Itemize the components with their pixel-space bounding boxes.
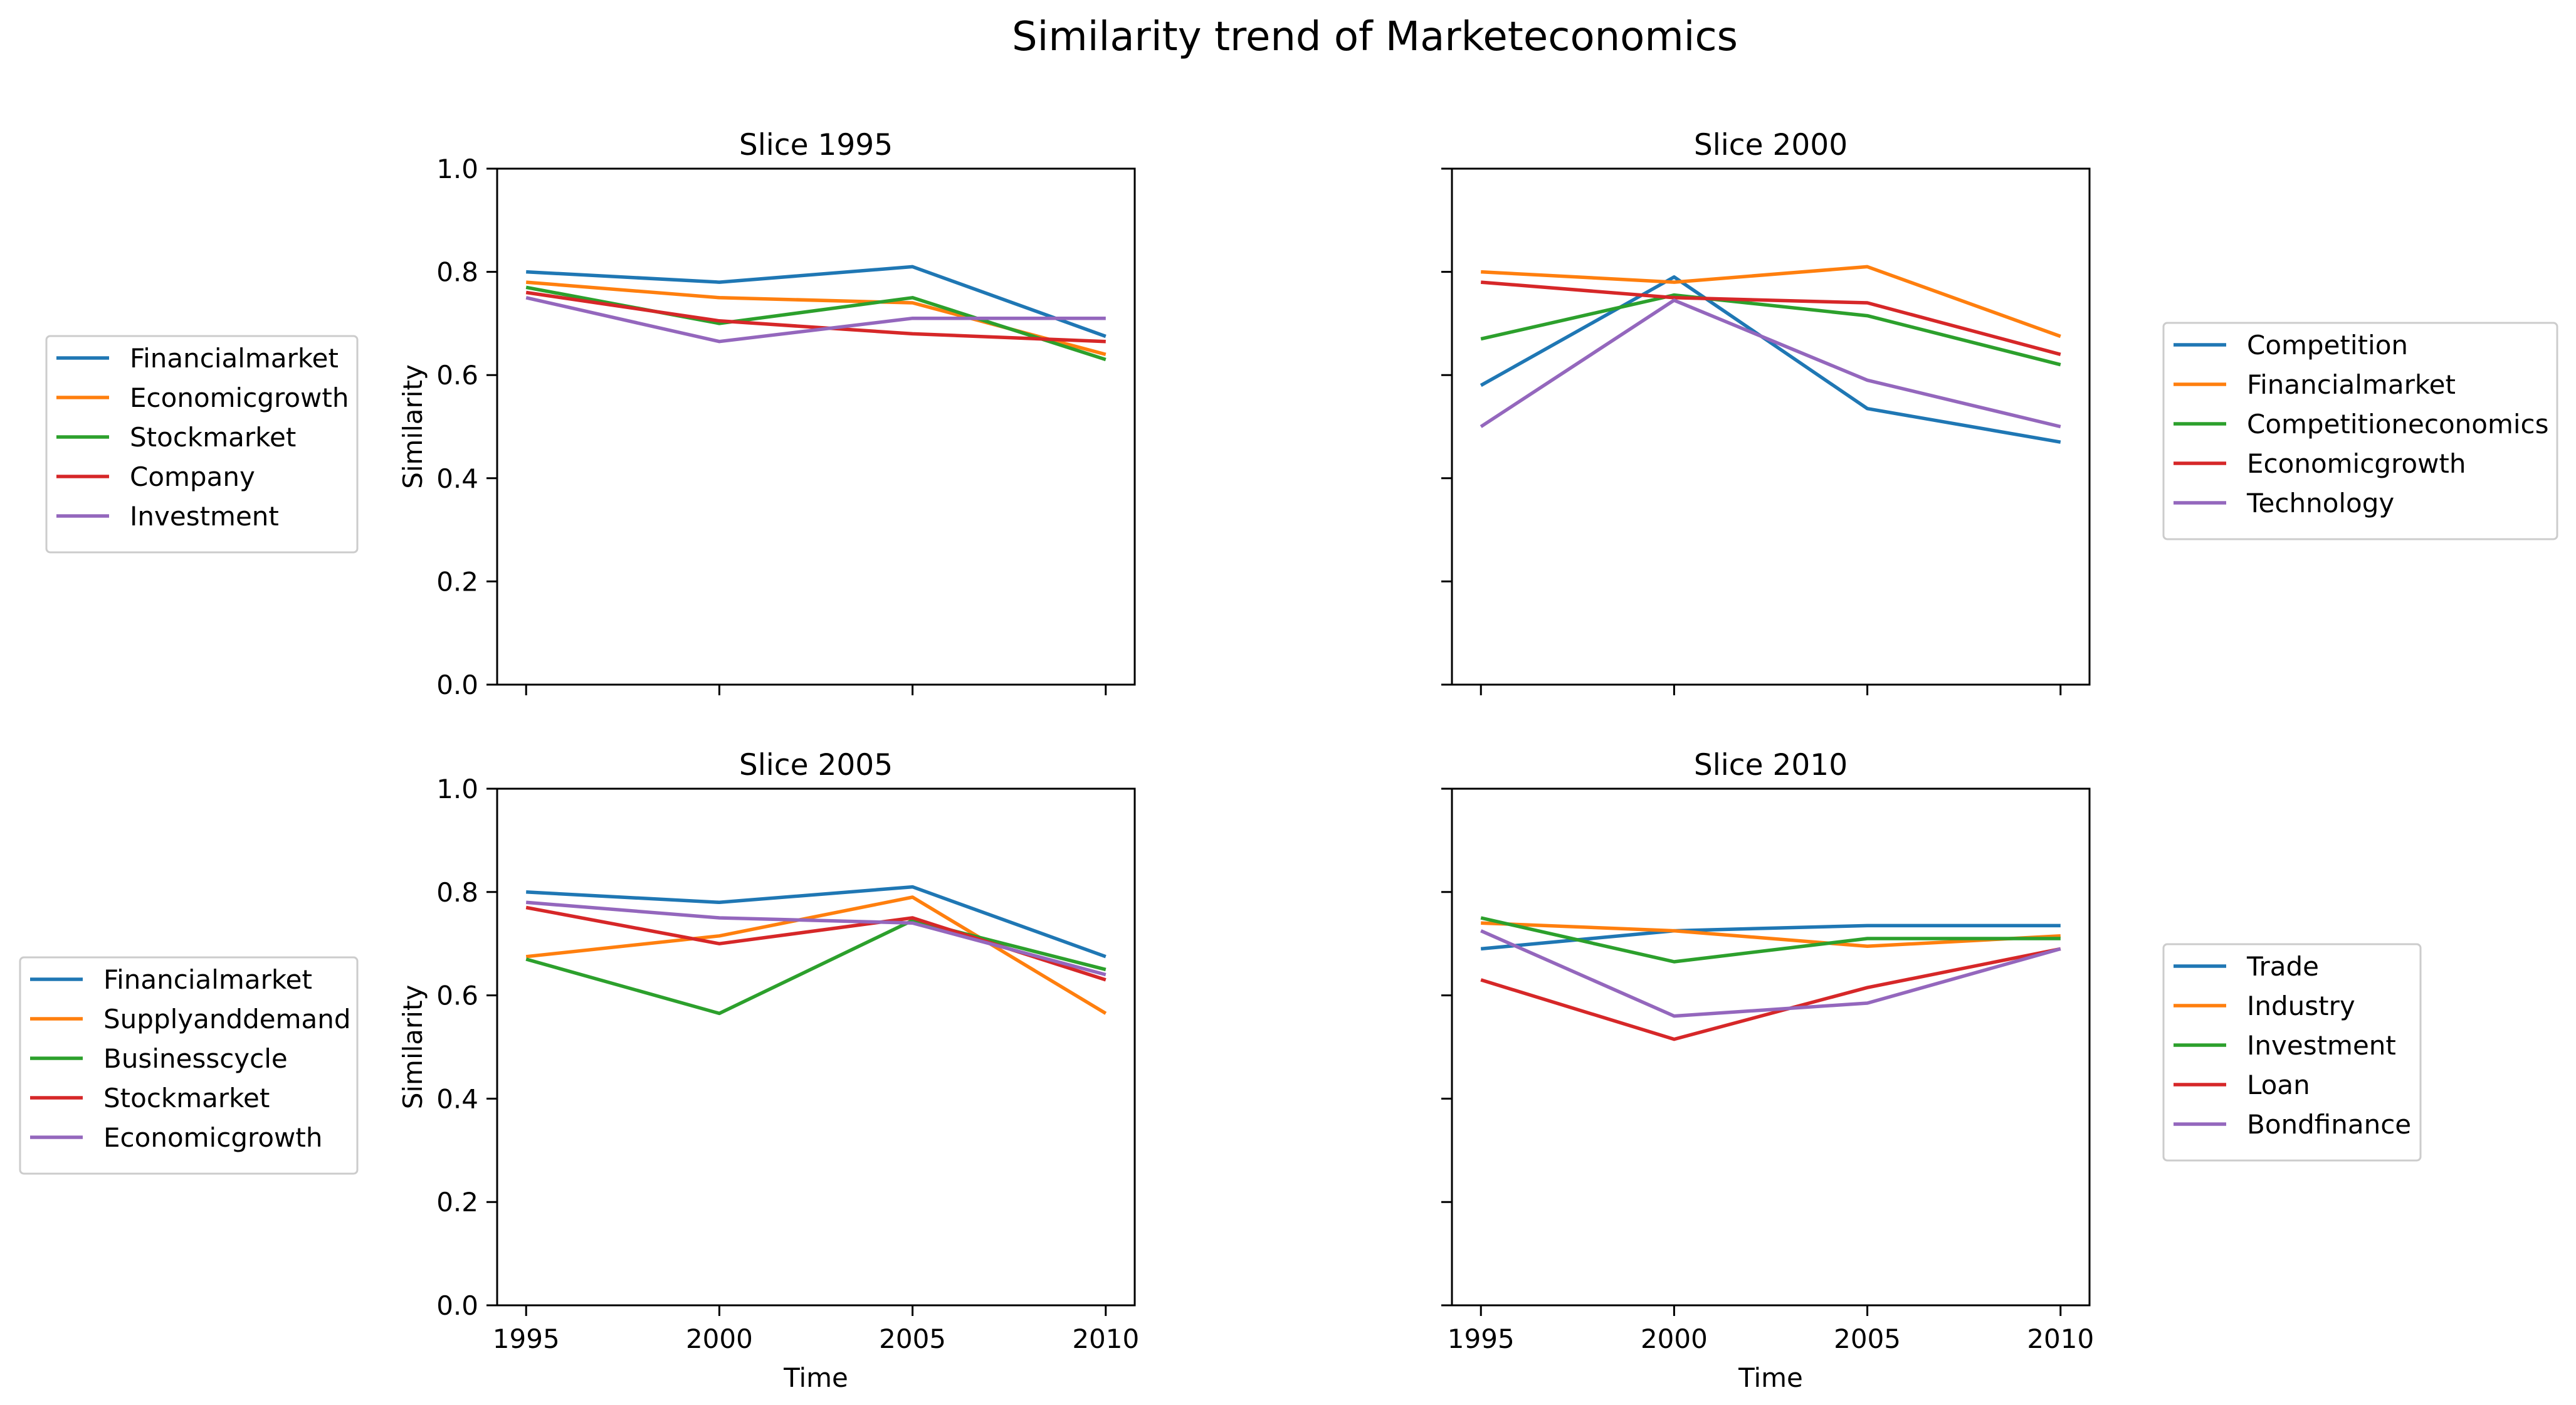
series-line-4-2 xyxy=(1481,921,2061,949)
x-axis-label: Time xyxy=(1738,1362,1803,1393)
axes-frame xyxy=(1451,787,2091,1307)
x-tick-label: 1995 xyxy=(493,1323,560,1354)
series-line-1-5 xyxy=(525,296,1106,344)
x-tick-label: 2000 xyxy=(686,1323,753,1354)
subplot-title: Slice 1995 xyxy=(739,128,893,162)
legend-label: Financialmarket xyxy=(2247,369,2456,400)
y-tick-label: 0.4 xyxy=(436,463,478,494)
subplot-title: Slice 2000 xyxy=(1694,128,1848,162)
legend-label: Financialmarket xyxy=(130,343,339,374)
series-line-3-3 xyxy=(525,918,1107,1016)
series-line-1-4 xyxy=(525,290,1106,344)
y-tick-label: 0.4 xyxy=(436,1083,478,1114)
panels: 0.0 0.2 0.4 0.6 0.8 1.0 Slice 1995 Similarity Fi… xyxy=(19,128,2558,1393)
y-tick-label: 0.8 xyxy=(436,877,478,908)
x-tick-label: 2000 xyxy=(1641,1323,1708,1354)
subplot-1: 0.0 0.2 0.4 0.6 0.8 1.0 Slice 1995 Similarity Fi… xyxy=(45,128,1136,700)
legend-label: Company xyxy=(130,461,255,492)
y-tick-label: 0.0 xyxy=(436,1290,478,1321)
y-tick-label: 0.2 xyxy=(436,566,478,597)
legend-label: Technology xyxy=(2246,488,2394,518)
series-line-1-1 xyxy=(526,265,1107,339)
x-tick-label: 2010 xyxy=(2027,1323,2094,1354)
subplot-title: Slice 2005 xyxy=(739,748,893,782)
legend-label: Investment xyxy=(2247,1030,2396,1061)
series-line-4-4 xyxy=(1480,947,2061,1041)
legend: Financialmarket Economicgrowth Stockmarket… xyxy=(45,335,359,554)
axes-frame xyxy=(1451,167,2091,686)
legend: Competition Financialmarket Competitioneco… xyxy=(2162,322,2558,540)
y-axis-label: Similarity xyxy=(397,985,428,1110)
legend: Trade Industry Investment Loan Bondfinance xyxy=(2162,943,2422,1162)
legend-label: Stockmarket xyxy=(103,1083,270,1113)
y-tick-label: 0.6 xyxy=(436,360,478,391)
legend-box xyxy=(2162,943,2422,1162)
legend-label: Trade xyxy=(2246,951,2319,982)
series-line-3-2 xyxy=(525,895,1107,1015)
subplot-4: 1995 2000 2005 2010 Slice 2010 Time Trade Indus… xyxy=(1441,748,2422,1393)
series-line-2-3 xyxy=(1480,293,2061,367)
subplot-3: 1995 2000 2005 2010 0.0 0.2 0.4 0.6 0.8 1.0 Slice … xyxy=(19,748,1139,1393)
legend-box xyxy=(45,335,359,554)
x-tick-label: 2005 xyxy=(879,1323,946,1354)
series-line-3-5 xyxy=(525,900,1107,977)
axes-frame xyxy=(496,167,1136,686)
series-line-2-2 xyxy=(1481,265,2061,339)
x-tick-label: 1995 xyxy=(1448,1323,1515,1354)
x-tick-label: 2010 xyxy=(1072,1323,1139,1354)
legend-box xyxy=(2162,322,2558,540)
series-line-2-5 xyxy=(1480,298,2061,429)
legend-label: Investment xyxy=(130,501,279,532)
y-tick-label: 0.6 xyxy=(436,981,478,1011)
series-line-3-1 xyxy=(526,885,1107,959)
legend-label: Supplyanddemand xyxy=(103,1004,351,1034)
legend-label: Economicgrowth xyxy=(130,382,349,413)
legend: Financialmarket Supplyanddemand Businesscy… xyxy=(19,956,359,1175)
legend-label: Competitioneconomics xyxy=(2247,409,2549,439)
legend-label: Competition xyxy=(2247,330,2408,360)
legend-label: Bondfinance xyxy=(2247,1109,2411,1140)
y-axis-label: Similarity xyxy=(397,364,428,489)
legend-label: Economicgrowth xyxy=(2247,448,2466,479)
legend-label: Stockmarket xyxy=(130,422,296,453)
legend-box xyxy=(19,956,359,1175)
legend-label: Industry xyxy=(2247,991,2355,1021)
legend-label: Financialmarket xyxy=(103,964,312,995)
subplot-title: Slice 2010 xyxy=(1694,748,1848,782)
axes-frame xyxy=(496,787,1136,1307)
series-line-2-4 xyxy=(1480,280,2061,356)
legend-label: Economicgrowth xyxy=(103,1122,322,1153)
figure-title: Similarity trend of Marketeconomics xyxy=(1012,14,1738,60)
legend-label: Loan xyxy=(2247,1070,2310,1100)
legend-label: Businesscycle xyxy=(103,1043,288,1074)
y-tick-label: 0.8 xyxy=(436,257,478,288)
y-tick-label: 1.0 xyxy=(436,154,478,184)
y-tick-label: 0.2 xyxy=(436,1187,478,1218)
x-axis-label: Time xyxy=(783,1362,848,1393)
y-tick-label: 0.0 xyxy=(436,670,478,700)
series-line-4-3 xyxy=(1480,916,2061,964)
series-line-4-5 xyxy=(1480,929,2061,1018)
subplot-2: Slice 2000CompetitionFinancialmarketComp… xyxy=(1441,128,2558,695)
series-line-2-1 xyxy=(1480,275,2061,444)
y-tick-label: 1.0 xyxy=(436,774,478,804)
x-tick-label: 2005 xyxy=(1834,1323,1901,1354)
